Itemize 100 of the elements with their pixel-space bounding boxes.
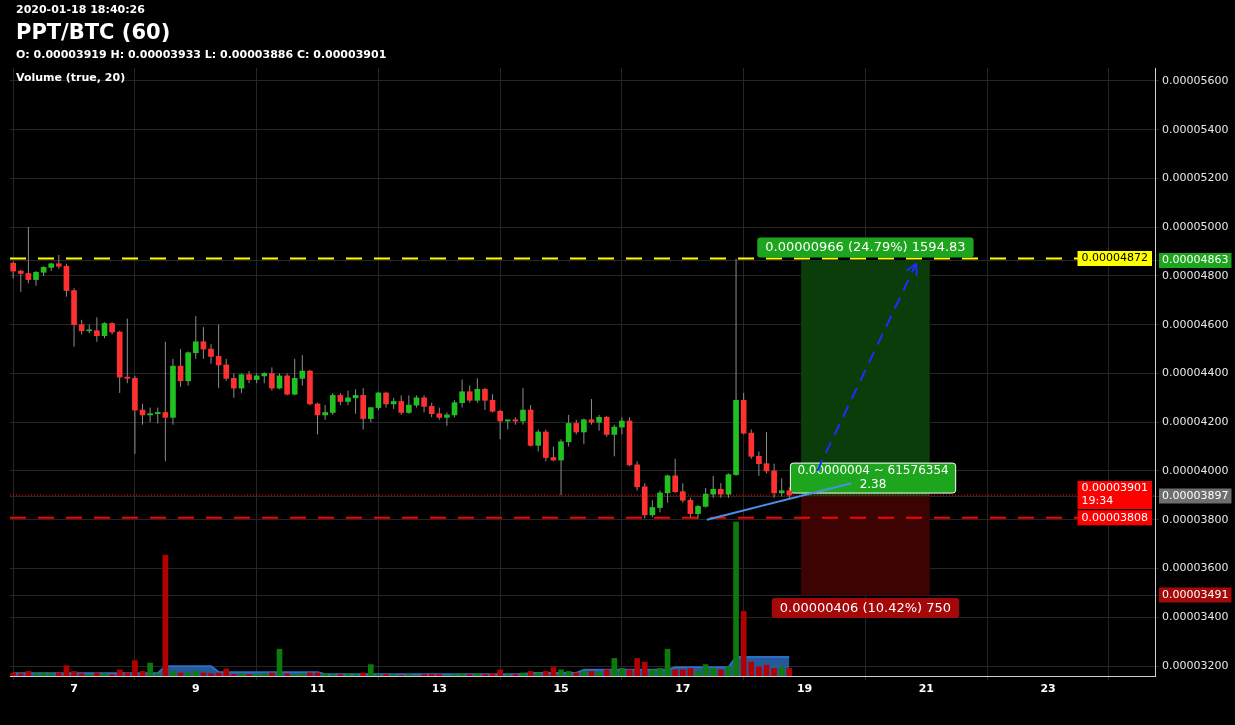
x-tick-label: 21 — [918, 682, 934, 696]
x-tick-label: 15 — [553, 682, 569, 696]
candlestick — [619, 416, 625, 435]
candlestick — [596, 414, 602, 432]
bar — [596, 671, 602, 676]
x-tick-label: 19 — [796, 682, 813, 696]
bar — [192, 671, 199, 676]
x-tick-label: 17 — [675, 682, 691, 696]
candlestick — [771, 463, 777, 499]
candlestick — [603, 415, 610, 438]
bar — [634, 658, 640, 676]
bar — [48, 673, 55, 676]
bar — [558, 669, 564, 676]
bar — [756, 666, 762, 676]
candlestick — [192, 315, 199, 360]
candlestick — [672, 458, 679, 494]
bar — [94, 672, 100, 676]
candlestick — [147, 407, 153, 423]
x-tick-label: 7 — [70, 682, 78, 696]
candlestick — [208, 343, 214, 365]
candlestick — [231, 372, 237, 399]
bar — [185, 672, 192, 676]
bar — [520, 672, 526, 676]
candlestick — [497, 409, 503, 440]
candlestick — [406, 394, 412, 415]
y-tick-label: 0.00005400 — [1162, 122, 1229, 136]
y-tick-label: 0.00004400 — [1162, 366, 1229, 380]
ref-line-label: 0.00003808 — [1081, 510, 1148, 524]
y-tick-label: 0.00005600 — [1162, 73, 1229, 87]
candlestick — [756, 450, 762, 477]
x-tick-label: 13 — [431, 682, 447, 696]
bar — [208, 673, 214, 676]
bar — [17, 673, 24, 676]
bar — [367, 664, 374, 676]
candlestick — [474, 377, 481, 404]
candlestick — [246, 370, 252, 384]
bar — [710, 667, 717, 676]
bar — [771, 667, 777, 676]
bar — [581, 671, 587, 676]
bar — [695, 671, 701, 676]
y-tick-label: 0.00004600 — [1162, 317, 1229, 331]
annotation: 0.00000004 ~ 61576354 2.38 — [797, 463, 949, 492]
candlestick — [710, 475, 717, 499]
candlestick — [695, 504, 701, 520]
y-tick-label: 0.00004800 — [1162, 268, 1229, 282]
bar — [619, 667, 625, 676]
bar — [269, 672, 275, 676]
candlestick — [398, 394, 405, 416]
bar — [733, 521, 739, 676]
candlestick — [421, 394, 427, 413]
candlestick — [124, 318, 131, 384]
x-tick-label: 23 — [1040, 682, 1056, 696]
data-label: 0.00000406 (10.42%) 750 — [779, 599, 952, 615]
y-tick-label: 0.00003491 — [1162, 587, 1229, 601]
bar — [778, 666, 785, 676]
candlestick — [360, 387, 367, 431]
bar — [132, 660, 138, 676]
candlestick — [329, 392, 336, 416]
bar — [611, 658, 618, 676]
bar — [641, 661, 648, 676]
bar — [535, 672, 542, 676]
candlestick — [33, 270, 39, 287]
bar — [543, 671, 549, 676]
y-tick-label: 0.00003800 — [1162, 512, 1229, 526]
candlestick — [679, 482, 686, 504]
candlestick — [94, 316, 100, 343]
y-tick-label: 0.00005000 — [1162, 220, 1229, 234]
candlestick — [444, 411, 450, 427]
bar — [786, 667, 793, 676]
data-label: 0.00000966 (24.79%) 1594.83 — [765, 239, 966, 255]
bar — [10, 672, 16, 676]
bar — [474, 673, 481, 676]
y-tick-label: 0.00003897 — [1162, 488, 1229, 502]
chart-subtitle: 2020-01-18 18:40:26 — [16, 3, 146, 17]
bar — [78, 673, 85, 676]
bar — [497, 669, 503, 676]
candlestick — [558, 438, 564, 496]
candlestick — [778, 477, 785, 498]
candlestick — [17, 269, 24, 293]
y-tick-label: 0.00003200 — [1162, 658, 1229, 672]
candlestick — [535, 429, 542, 452]
text: O: 0.00003919 H: 0.00003933 L: 0.00003886 C: 0.00003901 — [16, 47, 387, 63]
candlestick — [588, 398, 595, 426]
bar — [360, 672, 367, 676]
bar — [33, 673, 39, 676]
candlestick — [223, 358, 230, 382]
y-tick-label: 0.00004200 — [1162, 415, 1229, 429]
candlestick — [634, 460, 640, 491]
bar — [170, 671, 176, 676]
chart-title: PPT/BTC (60) — [16, 19, 172, 46]
bar — [603, 669, 610, 676]
bar — [284, 673, 290, 676]
candlestick — [504, 419, 511, 431]
bar — [307, 672, 313, 676]
bar — [345, 673, 351, 676]
bar — [322, 673, 328, 676]
candlestick — [459, 379, 465, 409]
candlestick — [482, 387, 488, 411]
bar — [573, 672, 580, 676]
bar — [238, 673, 245, 676]
